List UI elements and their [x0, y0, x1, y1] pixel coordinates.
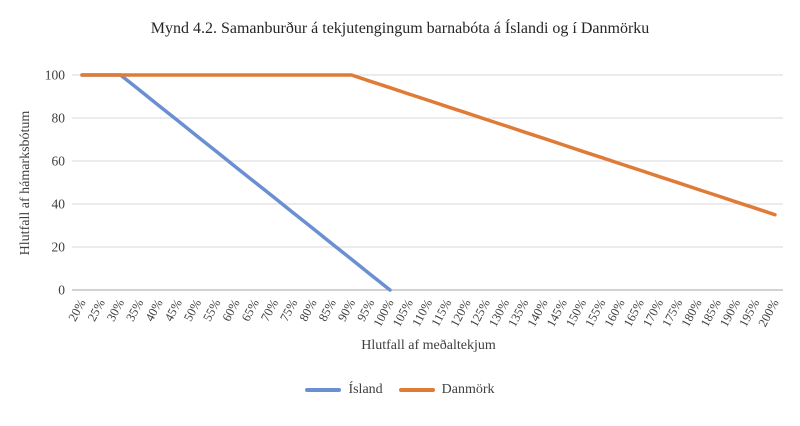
x-tick-label: 30% — [104, 297, 127, 324]
y-tick-label: 40 — [52, 197, 66, 212]
y-tick-label: 100 — [45, 68, 66, 83]
legend-item-ísland: Ísland — [305, 382, 383, 398]
x-tick-label: 50% — [181, 297, 204, 324]
x-tick-label: 80% — [297, 297, 320, 324]
x-tick-label: 40% — [143, 297, 166, 324]
y-tick-label: 20 — [52, 240, 66, 255]
x-tick-label: 75% — [277, 297, 300, 324]
legend-line-swatch — [305, 388, 342, 392]
legend-label: Ísland — [348, 382, 383, 397]
x-tick-label: 55% — [200, 297, 223, 324]
y-tick-label: 80 — [52, 111, 66, 126]
y-tick-label: 60 — [52, 154, 66, 169]
x-tick-label: 90% — [335, 297, 358, 324]
legend-line-swatch — [398, 388, 435, 392]
chart-title: Mynd 4.2. Samanburður á tekjutengingum b… — [150, 20, 650, 37]
legend-item-danmörk: Danmörk — [398, 382, 495, 398]
legend-label: Danmörk — [441, 382, 495, 397]
x-tick-label: 85% — [316, 297, 339, 324]
x-tick-label: 60% — [220, 297, 243, 324]
x-tick-label: 200% — [756, 297, 782, 329]
chart-legend: Ísland Danmörk — [0, 382, 800, 398]
x-tick-label: 35% — [123, 297, 146, 324]
x-tick-label: 45% — [162, 297, 185, 324]
series-line-danmörk — [80, 73, 777, 217]
x-tick-label: 25% — [85, 297, 108, 324]
y-tick-label: 0 — [58, 283, 65, 298]
x-axis-title: Hlutfall af meðaltekjum — [361, 338, 496, 353]
x-tick-label: 70% — [258, 297, 281, 324]
series-line-ísland — [80, 73, 392, 292]
x-tick-label: 65% — [239, 297, 262, 324]
x-tick-label: 20% — [66, 297, 89, 324]
